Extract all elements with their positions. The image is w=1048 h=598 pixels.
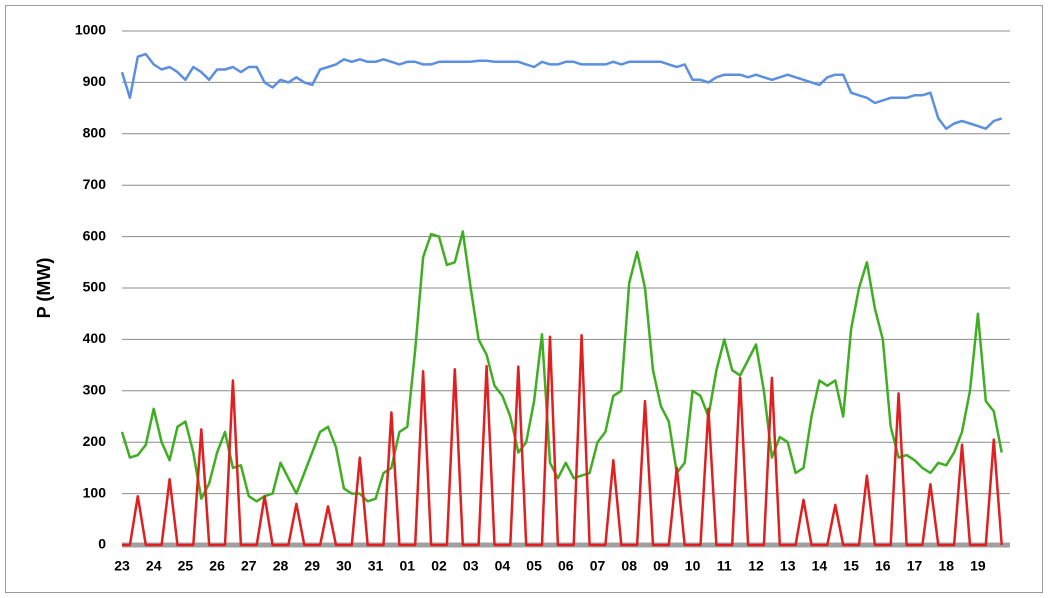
y-tick-label: 100 <box>83 484 107 500</box>
y-tick-label: 1000 <box>75 22 106 38</box>
x-tick-label: 29 <box>304 558 320 574</box>
x-tick-label: 25 <box>178 558 194 574</box>
x-tick-label: 07 <box>590 558 606 574</box>
y-tick-label: 600 <box>83 227 107 243</box>
x-tick-label: 10 <box>685 558 701 574</box>
x-tick-label: 03 <box>463 558 479 574</box>
x-tick-label: 13 <box>780 558 796 574</box>
y-tick-label: 900 <box>83 73 107 89</box>
x-tick-label: 06 <box>558 558 574 574</box>
x-tick-label: 02 <box>431 558 447 574</box>
series-line <box>120 230 1003 503</box>
x-tick-label: 17 <box>907 558 923 574</box>
y-tick-label: 300 <box>83 382 107 398</box>
y-axis-label: P (MW) <box>34 258 54 319</box>
x-tick-label: 08 <box>621 558 637 574</box>
series-line <box>120 52 1003 130</box>
y-tick-label: 700 <box>83 176 107 192</box>
x-tick-label: 05 <box>526 558 542 574</box>
x-tick-label: 28 <box>273 558 289 574</box>
y-tick-label: 400 <box>83 330 107 346</box>
x-tick-label: 23 <box>114 558 130 574</box>
x-tick-label: 11 <box>717 558 732 574</box>
x-tick-label: 31 <box>368 558 384 574</box>
x-tick-label: 14 <box>812 558 828 574</box>
x-tick-label: 09 <box>653 558 669 574</box>
x-tick-label: 24 <box>146 558 162 574</box>
y-tick-label: 200 <box>83 433 107 449</box>
x-tick-label: 18 <box>938 558 954 574</box>
x-tick-label: 30 <box>336 558 352 574</box>
x-tick-label: 12 <box>748 558 764 574</box>
x-tick-label: 26 <box>209 558 225 574</box>
x-tick-label: 16 <box>875 558 891 574</box>
x-tick-label: 15 <box>843 558 859 574</box>
x-tick-label: 27 <box>241 558 257 574</box>
y-tick-label: 0 <box>98 536 106 552</box>
y-tick-label: 500 <box>83 279 107 295</box>
series-line <box>122 334 1003 547</box>
x-tick-label: 04 <box>495 558 511 574</box>
x-tick-label: 01 <box>400 558 416 574</box>
y-tick-label: 800 <box>83 125 107 141</box>
x-tick-label: 19 <box>970 558 986 574</box>
